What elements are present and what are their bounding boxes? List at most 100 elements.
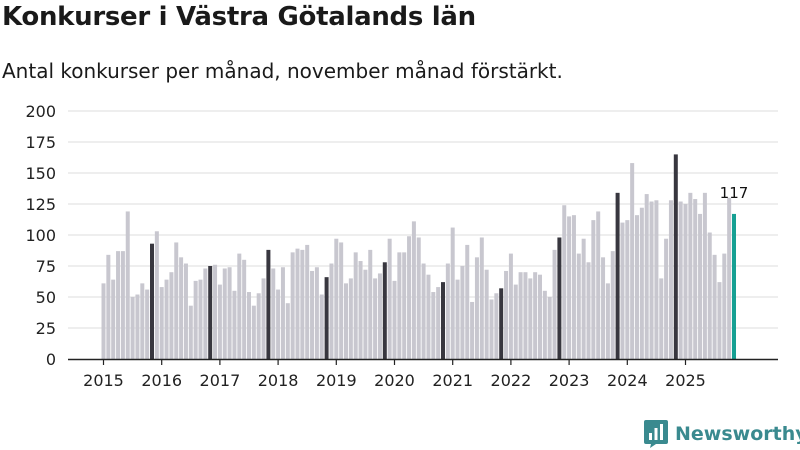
bar <box>538 274 542 359</box>
bar <box>426 274 431 359</box>
bar <box>552 249 557 359</box>
page-title: Konkurser i Västra Götalands län <box>2 2 476 32</box>
bar-november <box>557 237 562 359</box>
bar <box>523 272 528 359</box>
bar <box>377 273 382 359</box>
y-tick-label: 75 <box>36 257 56 276</box>
bar <box>683 204 688 359</box>
bar <box>460 266 465 359</box>
bar <box>179 257 184 359</box>
bar <box>344 283 348 359</box>
bar <box>533 272 538 359</box>
bar <box>130 297 135 359</box>
bar <box>479 237 484 359</box>
bar <box>174 242 179 359</box>
bar <box>159 287 164 359</box>
bar <box>474 257 479 359</box>
bar <box>668 200 673 359</box>
bar <box>664 238 669 359</box>
bar <box>416 237 421 359</box>
y-tick-label: 125 <box>25 195 56 214</box>
bar-latest <box>732 213 736 359</box>
x-tick-label: 2019 <box>316 371 357 390</box>
bar <box>271 268 276 359</box>
bar <box>620 222 625 359</box>
bar <box>256 293 261 359</box>
bar <box>188 305 193 359</box>
bar <box>120 251 125 359</box>
bar <box>116 251 121 359</box>
bar <box>135 294 140 359</box>
bar <box>310 270 315 359</box>
bar <box>659 278 664 359</box>
bar <box>213 264 218 359</box>
bar <box>314 267 319 359</box>
x-tick-label: 2025 <box>665 371 706 390</box>
bar <box>339 242 344 359</box>
bar <box>571 215 576 359</box>
bar <box>305 244 310 359</box>
bar-november <box>499 288 504 359</box>
bar-november <box>615 192 620 359</box>
bar <box>290 252 295 359</box>
bar <box>392 280 397 359</box>
bar <box>300 249 305 359</box>
bar <box>276 289 281 359</box>
bar <box>101 283 106 359</box>
bar <box>329 263 334 359</box>
x-tick-label: 2022 <box>491 371 532 390</box>
bar <box>222 268 227 359</box>
bar <box>528 278 533 359</box>
bar <box>145 289 150 359</box>
bar <box>295 248 300 359</box>
x-tick-label: 2020 <box>374 371 415 390</box>
x-tick-label: 2016 <box>141 371 182 390</box>
bar <box>373 278 378 359</box>
bar <box>164 279 169 359</box>
bar <box>217 284 222 359</box>
brand-name: Newsworthy <box>675 423 800 445</box>
bar <box>470 301 475 359</box>
bar <box>562 205 567 359</box>
bar <box>280 267 285 359</box>
x-tick-label: 2015 <box>83 371 124 390</box>
bar <box>397 252 402 359</box>
bar <box>436 287 441 359</box>
brand-logo: Newsworthy <box>644 419 800 449</box>
bar <box>581 238 586 359</box>
bar <box>232 290 237 359</box>
y-tick-label: 200 <box>25 102 56 121</box>
bar <box>639 207 644 359</box>
bar <box>363 269 368 359</box>
bar <box>722 253 727 359</box>
bar-november <box>441 282 445 359</box>
bar <box>605 283 610 359</box>
bar <box>111 279 116 359</box>
bar <box>586 262 591 359</box>
y-tick-label: 25 <box>36 319 56 338</box>
bar <box>368 249 373 359</box>
bar <box>411 221 416 359</box>
y-tick-label: 50 <box>36 288 56 307</box>
y-tick-label: 175 <box>25 133 56 152</box>
x-tick-label: 2021 <box>432 371 473 390</box>
bar <box>183 263 188 359</box>
bar <box>285 303 290 359</box>
bar <box>193 280 198 359</box>
latest-value-label: 117 <box>720 184 749 202</box>
bar <box>407 236 412 359</box>
bar <box>348 278 353 359</box>
bar <box>625 220 630 359</box>
bar <box>654 200 659 359</box>
bar <box>698 213 703 359</box>
bar <box>198 279 203 359</box>
bar <box>353 252 358 359</box>
bar <box>635 215 639 359</box>
bar <box>601 257 606 359</box>
bar <box>567 216 572 359</box>
bar <box>644 194 649 359</box>
bar <box>678 201 683 359</box>
bar-november <box>324 277 329 359</box>
newsworthy-logo-icon <box>644 420 668 448</box>
bar <box>421 263 426 359</box>
